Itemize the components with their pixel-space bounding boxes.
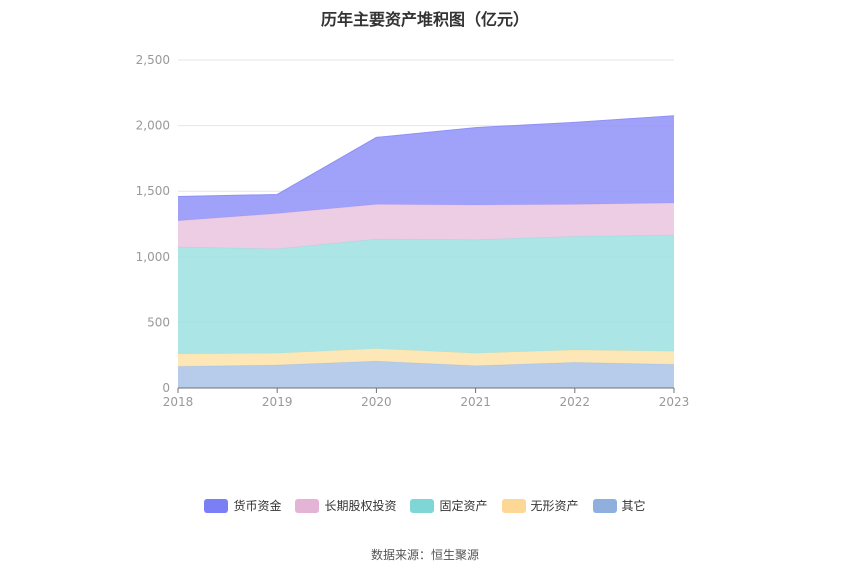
legend-label: 固定资产 xyxy=(439,499,488,513)
area-series xyxy=(177,115,675,388)
y-tick-label: 2,500 xyxy=(136,53,170,67)
y-tick-label: 1,500 xyxy=(136,184,170,198)
data-source-note: 数据来源：恒生聚源 xyxy=(370,548,479,562)
legend-swatch xyxy=(204,498,229,513)
legend-label: 长期股权投资 xyxy=(324,499,397,513)
legend-swatch xyxy=(410,498,435,513)
x-tick-label: 2021 xyxy=(460,395,491,409)
legend-item[interactable]: 长期股权投资 xyxy=(295,497,396,514)
legend-label: 其它 xyxy=(621,499,646,513)
area-series-3 xyxy=(178,203,674,249)
legend-item[interactable]: 无形资产 xyxy=(501,497,579,514)
legend-label: 无形资产 xyxy=(530,499,579,513)
axes: 0 500 1,000 1,500 2,000 2,500 2018 2019 2020 2021… xyxy=(136,53,690,409)
y-tick-label: 1,000 xyxy=(136,250,170,264)
x-tick-label: 2022 xyxy=(560,395,591,409)
legend-item[interactable]: 固定资产 xyxy=(410,497,488,514)
legend-item[interactable]: 其它 xyxy=(592,497,646,514)
legend-swatch xyxy=(501,498,526,513)
x-tick-label: 2019 xyxy=(262,395,293,409)
legend-label: 货币资金 xyxy=(233,499,282,513)
legend: 货币资金 长期股权投资 固定资产 无形资产 其它 xyxy=(0,497,850,514)
x-tick-label: 2018 xyxy=(163,395,194,409)
area-series-1 xyxy=(178,348,674,367)
y-tick-label: 2,000 xyxy=(136,119,170,133)
legend-swatch xyxy=(592,498,617,513)
y-tick-label: 500 xyxy=(147,315,170,329)
legend-swatch xyxy=(295,498,320,513)
legend-item[interactable]: 货币资金 xyxy=(204,497,281,514)
area-series-line-4 xyxy=(177,115,675,197)
stacked-area-chart: 0 500 1,000 1,500 2,000 2,500 2018 2019 2020 2021… xyxy=(136,53,690,409)
x-tick-label: 2020 xyxy=(361,395,392,409)
x-tick-label: 2023 xyxy=(659,395,690,409)
area-series-4 xyxy=(178,115,674,221)
area-series-0 xyxy=(178,361,674,388)
chart-title: 历年主要资产堆积图（亿元） xyxy=(320,10,529,29)
area-series-2 xyxy=(178,235,674,354)
y-tick-label: 0 xyxy=(162,381,170,395)
